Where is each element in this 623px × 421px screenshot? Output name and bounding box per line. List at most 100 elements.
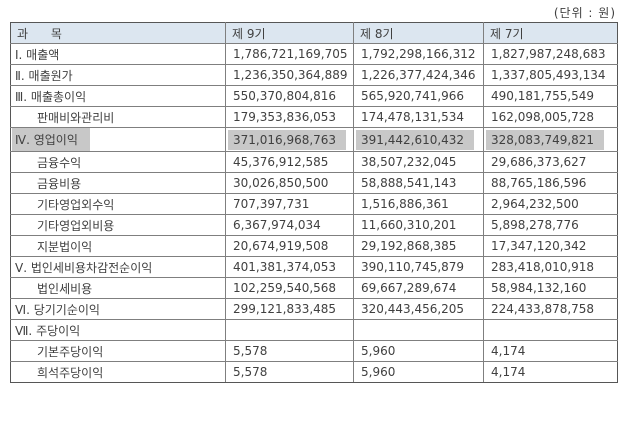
column-header-period-8: 제 8기 [353,22,484,44]
value-cell: 391,442,610,432 [353,127,484,152]
value-cell: 69,667,289,674 [353,277,484,299]
value-text: 5,898,278,776 [491,218,579,232]
value-cell: 5,578 [225,340,354,362]
value-cell: 1,516,886,361 [353,193,484,215]
account-label: Ⅵ. 당기기순이익 [15,302,100,317]
column-header-period-7: 제 7기 [483,22,618,44]
value-cell [483,319,618,341]
account-cell: 기타영업외비용 [10,214,226,236]
table-row: 기타영업외수익 707,397,731 1,516,886,361 2,964,232… [10,193,618,215]
table-row: 지분법이익 20,674,919,508 29,192,868,385 17,347,… [10,235,618,257]
account-label: Ⅲ. 매출총이익 [15,89,87,104]
value-text: 4,174 [491,365,526,379]
account-label: 희석주당이익 [37,365,104,380]
value-text: 390,110,745,879 [361,260,465,274]
account-label: Ⅰ. 매출액 [15,47,60,62]
account-cell: Ⅱ. 매출원가 [10,64,226,86]
column-header-period-9: 제 9기 [225,22,354,44]
value-cell: 4,174 [483,340,618,362]
table-row: Ⅵ. 당기기순이익 299,121,833,485 320,443,456,205 2… [10,298,618,320]
value-cell: 29,686,373,627 [483,151,618,173]
value-text: 162,098,005,728 [491,110,595,124]
value-text: 1,516,886,361 [361,197,449,211]
value-cell [353,319,484,341]
value-text: 1,792,298,166,312 [361,47,476,61]
value-cell: 1,786,721,169,705 [225,43,354,65]
value-cell: 20,674,919,508 [225,235,354,257]
value-text: 29,192,868,385 [361,239,457,253]
value-cell: 162,098,005,728 [483,106,618,128]
table-row: Ⅱ. 매출원가 1,236,350,364,889 1,226,377,424,34… [10,64,618,86]
table-row: Ⅲ. 매출총이익 550,370,804,816 565,920,741,966 49… [10,85,618,107]
value-cell: 401,381,374,053 [225,256,354,278]
value-cell: 58,888,541,143 [353,172,484,194]
table-row: 금융비용 30,026,850,500 58,888,541,143 88,765,1… [10,172,618,194]
value-cell: 1,337,805,493,134 [483,64,618,86]
account-cell: Ⅰ. 매출액 [10,43,226,65]
value-cell: 5,898,278,776 [483,214,618,236]
table-header-row: 과 목 제 9기 제 8기 제 7기 [10,22,618,44]
value-cell: 45,376,912,585 [225,151,354,173]
account-cell: Ⅴ. 법인세비용차감전순이익 [10,256,226,278]
value-cell: 5,578 [225,361,354,383]
value-cell: 707,397,731 [225,193,354,215]
value-text: 5,578 [233,365,268,379]
income-statement-table: 과 목 제 9기 제 8기 제 7기 Ⅰ. 매출액 1,786,721,169,7… [10,22,618,383]
value-text: 4,174 [491,344,526,358]
value-text: 707,397,731 [233,197,310,211]
value-text: 45,376,912,585 [233,155,329,169]
value-cell: 179,353,836,053 [225,106,354,128]
value-cell: 390,110,745,879 [353,256,484,278]
value-text: 20,674,919,508 [233,239,329,253]
value-text: 320,443,456,205 [361,302,465,316]
value-text: 5,960 [361,344,396,358]
value-text: 391,442,610,432 [356,129,475,150]
account-label: 기타영업외수익 [37,197,115,212]
value-text: 550,370,804,816 [233,89,337,103]
value-text: 58,984,132,160 [491,281,587,295]
account-cell: Ⅵ. 당기기순이익 [10,298,226,320]
account-label: 지분법이익 [37,239,93,254]
value-text: 29,686,373,627 [491,155,587,169]
account-cell: Ⅲ. 매출총이익 [10,85,226,107]
value-cell: 88,765,186,596 [483,172,618,194]
value-cell: 5,960 [353,340,484,362]
table-row: Ⅰ. 매출액 1,786,721,169,705 1,792,298,166,312… [10,43,618,65]
column-header-account: 과 목 [10,22,226,44]
table-row: Ⅳ. 영업이익 371,016,968,763 391,442,610,432 328… [10,127,618,152]
value-cell: 328,083,749,821 [483,127,618,152]
value-cell: 299,121,833,485 [225,298,354,320]
value-cell: 1,827,987,248,683 [483,43,618,65]
value-cell [225,319,354,341]
table-row: 금융수익 45,376,912,585 38,507,232,045 29,686,3… [10,151,618,173]
account-cell: Ⅳ. 영업이익 [10,127,226,152]
account-cell: 판매비와관리비 [10,106,226,128]
value-text: 401,381,374,053 [233,260,337,274]
value-text: 174,478,131,534 [361,110,465,124]
value-text: 371,016,968,763 [228,129,347,150]
account-label: 기타영업외비용 [37,218,115,233]
account-label: Ⅴ. 법인세비용차감전순이익 [15,260,153,275]
value-cell: 11,660,310,201 [353,214,484,236]
value-cell: 320,443,456,205 [353,298,484,320]
value-cell: 29,192,868,385 [353,235,484,257]
account-cell: 기타영업외수익 [10,193,226,215]
account-label: 기본주당이익 [37,344,104,359]
account-label: Ⅱ. 매출원가 [15,68,73,83]
value-text: 1,236,350,364,889 [233,68,348,82]
value-cell: 17,347,120,342 [483,235,618,257]
value-text: 179,353,836,053 [233,110,337,124]
value-text: 490,181,755,549 [491,89,595,103]
value-text: 299,121,833,485 [233,302,337,316]
value-text: 2,964,232,500 [491,197,579,211]
value-text: 5,960 [361,365,396,379]
value-text: 328,083,749,821 [486,129,605,150]
account-label: Ⅳ. 영업이익 [12,128,90,151]
unit-label: (단위 : 원) [553,6,616,20]
value-cell: 565,920,741,966 [353,85,484,107]
value-cell: 6,367,974,034 [225,214,354,236]
value-text: 88,765,186,596 [491,176,587,190]
value-text: 38,507,232,045 [361,155,457,169]
value-text: 69,667,289,674 [361,281,457,295]
value-cell: 2,964,232,500 [483,193,618,215]
